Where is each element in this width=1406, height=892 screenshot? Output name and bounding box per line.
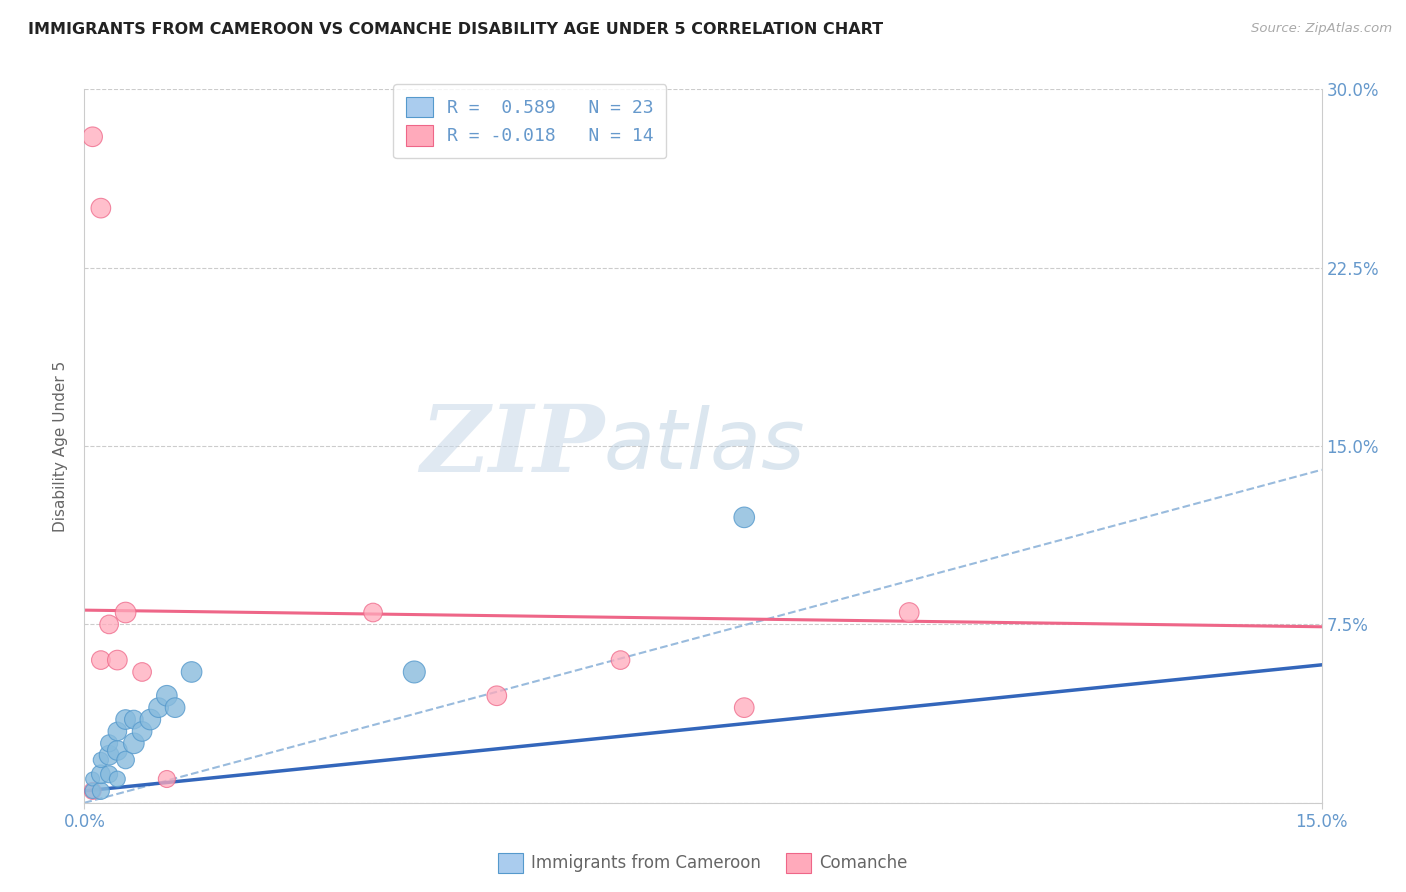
Legend: Immigrants from Cameroon, Comanche: Immigrants from Cameroon, Comanche — [491, 847, 915, 880]
Point — [156, 772, 179, 786]
Point — [139, 713, 162, 727]
Text: IMMIGRANTS FROM CAMEROON VS COMANCHE DISABILITY AGE UNDER 5 CORRELATION CHART: IMMIGRANTS FROM CAMEROON VS COMANCHE DIS… — [28, 22, 883, 37]
Point — [98, 736, 121, 750]
Point — [98, 767, 121, 781]
Point — [82, 129, 104, 144]
Point — [180, 665, 202, 679]
Point — [90, 767, 112, 781]
Point — [122, 713, 145, 727]
Point — [131, 724, 153, 739]
Point — [105, 743, 128, 757]
Point — [82, 784, 104, 798]
Point — [114, 713, 136, 727]
Point — [90, 753, 112, 767]
Point — [82, 772, 104, 786]
Point — [82, 784, 104, 798]
Text: Source: ZipAtlas.com: Source: ZipAtlas.com — [1251, 22, 1392, 36]
Point — [114, 753, 136, 767]
Point — [609, 653, 631, 667]
Point — [98, 748, 121, 763]
Point — [404, 665, 426, 679]
Text: ZIP: ZIP — [420, 401, 605, 491]
Point — [361, 606, 384, 620]
Point — [148, 700, 170, 714]
Point — [105, 724, 128, 739]
Point — [105, 653, 128, 667]
Point — [114, 606, 136, 620]
Point — [733, 510, 755, 524]
Point — [131, 665, 153, 679]
Point — [98, 617, 121, 632]
Point — [90, 653, 112, 667]
Text: atlas: atlas — [605, 406, 806, 486]
Point — [733, 700, 755, 714]
Point — [485, 689, 508, 703]
Legend: R =  0.589   N = 23, R = -0.018   N = 14: R = 0.589 N = 23, R = -0.018 N = 14 — [394, 84, 666, 158]
Point — [90, 784, 112, 798]
Point — [898, 606, 921, 620]
Point — [165, 700, 187, 714]
Y-axis label: Disability Age Under 5: Disability Age Under 5 — [53, 360, 69, 532]
Point — [122, 736, 145, 750]
Point — [90, 201, 112, 215]
Point — [156, 689, 179, 703]
Point — [105, 772, 128, 786]
